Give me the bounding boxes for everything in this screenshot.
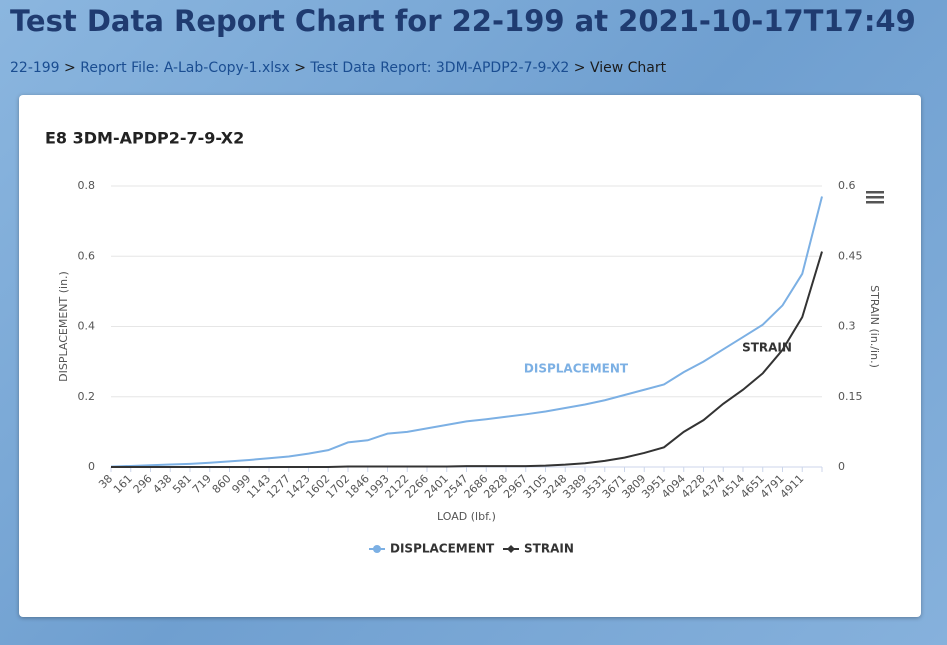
menu-bar[interactable] (866, 196, 884, 199)
breadcrumb-link[interactable]: 22-199 (10, 60, 60, 76)
x-tick-label: 296 (131, 472, 155, 496)
y2-tick-label: 0.6 (838, 179, 856, 192)
legend-label: DISPLACEMENT (390, 542, 495, 556)
legend-marker (373, 545, 381, 553)
y2-axis-label: STRAIN (in./in.) (868, 285, 881, 368)
data-line (110, 196, 823, 468)
legend-label: STRAIN (524, 542, 574, 556)
page-title: Test Data Report Chart for 22-199 at 202… (10, 4, 916, 38)
y2-tick-label: 0 (838, 460, 845, 473)
breadcrumb: 22-199 > Report File: A-Lab-Copy-1.xlsx … (10, 60, 666, 76)
y-axis-label: DISPLACEMENT (in.) (57, 271, 70, 382)
x-tick-label: 581 (170, 472, 194, 496)
x-tick-label: 719 (190, 472, 214, 496)
breadcrumb-separator: > (294, 60, 306, 76)
chart: E8 3DM-APDP2-7-9-X2 0 0.2 0.4 0.6 0.8 0 0.15 0.… (45, 129, 884, 556)
breadcrumb-separator: > (573, 60, 586, 76)
x-tick-label: 438 (150, 472, 174, 496)
y2-tick-label: 0.15 (838, 390, 863, 403)
x-axis-label: LOAD (lbf.) (437, 510, 496, 523)
menu-bar[interactable] (866, 191, 884, 194)
x-tick-label: 860 (210, 472, 234, 496)
y-tick-label: 0 (88, 460, 95, 473)
breadcrumb-current: View Chart (589, 60, 667, 76)
y-tick-label: 0.4 (78, 320, 96, 333)
y2-tick-label: 0.3 (838, 320, 856, 333)
y-tick-label: 0.2 (78, 390, 96, 403)
legend-marker (507, 545, 515, 553)
breadcrumb-link[interactable]: Report File: A-Lab-Copy-1.xlsx (80, 60, 290, 76)
menu-icon[interactable] (866, 191, 884, 204)
breadcrumb-link[interactable]: Test Data Report: 3DM-APDP2-7-9-X2 (310, 60, 570, 76)
x-tick-label: 161 (111, 472, 135, 496)
series-annotation: STRAIN (742, 341, 792, 355)
menu-bar[interactable] (866, 201, 884, 204)
chart-card: E8 3DM-APDP2-7-9-X2 0 0.2 0.4 0.6 0.8 0 0.15 0.… (19, 95, 921, 617)
y-tick-label: 0.6 (78, 249, 96, 262)
data-line (111, 251, 823, 468)
chart-title: E8 3DM-APDP2-7-9-X2 (45, 129, 244, 148)
y2-tick-label: 0.45 (838, 249, 863, 262)
y-tick-label: 0.8 (78, 179, 96, 192)
series-annotation: DISPLACEMENT (524, 362, 629, 376)
breadcrumb-separator: > (64, 60, 76, 76)
